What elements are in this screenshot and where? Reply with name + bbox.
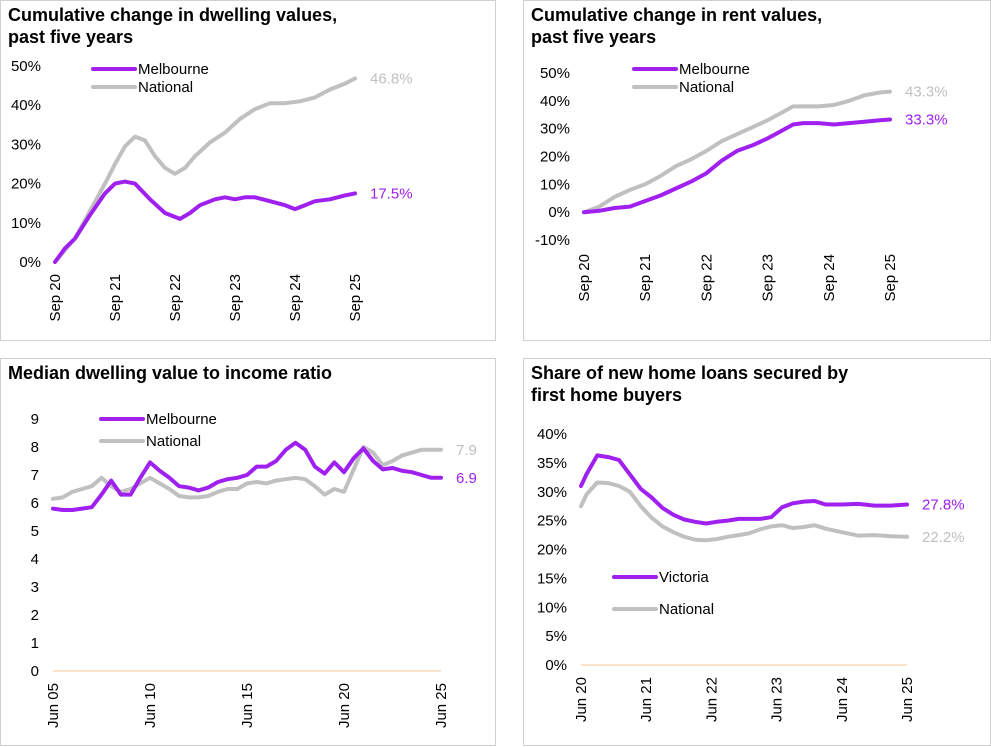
series-line-national [53,76,357,264]
x-tick-label: Sep 22 [698,254,715,302]
x-tick-label: Sep 21 [107,274,124,322]
legend-label: Melbourne [679,61,750,78]
chart-svg: 0 1 2 3 4 5 6 7 8 9 Jun 05 Jun 10 Jun 15 Jun 20 Jun 25… [31,411,477,728]
y-tick-label: 40% [11,97,41,114]
y-tick-label: -10% [535,232,570,249]
y-tick-label: 40% [537,426,567,443]
series-line-national [579,480,909,543]
series-line-melbourne [51,440,443,512]
x-tick-label: Jun 20 [336,683,353,728]
y-tick-label: 5 [31,523,39,540]
y-tick-label: 7 [31,467,39,484]
x-tick-label: Sep 24 [287,274,304,322]
y-tick-label: 40% [540,93,570,110]
end-value-label: 43.3% [905,84,948,101]
x-tick-label: Sep 25 [882,254,899,302]
chart-panel-dwelling: Cumulative change in dwelling values, pa… [0,0,496,341]
chart-panel-ratio: Median dwelling value to income ratio 0 1… [0,358,496,746]
x-tick-label: Sep 24 [821,254,838,302]
y-tick-label: 3 [31,579,39,596]
y-tick-label: 50% [540,65,570,82]
series-line-melbourne [582,117,892,215]
y-tick-label: 5% [545,628,567,645]
chart-svg: -10% 0% 10% 20% 30% 40% 50% Sep 20 Sep 21 Sep 22 S… [535,61,948,302]
legend-label: National [679,79,734,96]
y-tick-label: 20% [11,176,41,193]
y-tick-label: 10% [11,215,41,232]
y-tick-label: 8 [31,439,39,456]
end-value-label: 27.8% [922,496,965,513]
x-tick-label: Jun 20 [573,677,590,722]
x-tick-label: Sep 23 [760,254,777,302]
y-tick-label: 30% [540,121,570,138]
chart-title: Cumulative change in rent values, past f… [531,5,823,47]
y-tick-label: 6 [31,495,39,512]
y-tick-label: 15% [537,570,567,587]
x-tick-label: Jun 15 [239,683,256,728]
chart-svg: 0% 10% 20% 30% 40% 50% Sep 20 Sep 21 Sep 22 Sep 2… [11,58,413,322]
y-tick-label: 0% [548,204,570,221]
y-tick-label: 10% [537,599,567,616]
x-tick-label: Jun 22 [703,677,720,722]
y-tick-label: 9 [31,411,39,428]
x-tick-label: Jun 23 [769,677,786,722]
legend-label: Melbourne [138,61,209,78]
x-tick-label: Jun 21 [638,677,655,722]
y-tick-label: 4 [31,551,39,568]
x-tick-label: Sep 21 [637,254,654,302]
legend-label: National [146,433,201,450]
legend-label: Melbourne [146,411,217,428]
y-tick-label: 20% [537,542,567,559]
y-tick-label: 20% [540,149,570,166]
chart-panel-rent: Cumulative change in rent values, past f… [523,0,991,341]
y-tick-label: 0% [545,657,567,674]
x-tick-label: Sep 22 [167,274,184,322]
x-tick-label: Jun 25 [433,683,450,728]
x-tick-label: Sep 23 [227,274,244,322]
series-line-national [582,89,892,215]
y-tick-label: 25% [537,513,567,530]
y-tick-label: 0% [19,254,41,271]
end-value-label: 46.8% [370,71,413,88]
legend-label: National [138,79,193,96]
series-line-melbourne [53,179,357,264]
chart-title: Median dwelling value to income ratio [8,363,333,383]
y-tick-label: 30% [11,136,41,153]
y-tick-label: 1 [31,635,39,652]
end-value-label: 6.9 [456,470,477,487]
x-tick-label: Jun 24 [834,677,851,722]
end-value-label: 22.2% [922,529,965,546]
legend-label: Victoria [659,569,709,586]
end-value-label: 7.9 [456,442,477,459]
y-tick-label: 2 [31,607,39,624]
chart-panel-loans: Share of new home loans secured by first… [523,358,991,746]
y-tick-label: 30% [537,484,567,501]
legend-label: National [659,601,714,618]
chart-title: Share of new home loans secured by first… [531,363,849,405]
chart-svg: 0% 5% 10% 15% 20% 25% 30% 35% 40% Jun 20 Jun 21 Jun… [537,426,965,722]
y-tick-label: 0 [31,663,39,680]
y-tick-label: 10% [540,176,570,193]
end-value-label: 17.5% [370,185,413,202]
x-tick-label: Sep 25 [347,274,364,322]
y-tick-label: 35% [537,455,567,472]
x-tick-label: Sep 20 [47,274,64,322]
x-tick-label: Jun 25 [899,677,916,722]
series-line-victoria [579,453,909,526]
chart-title: Cumulative change in dwelling values, pa… [8,5,338,47]
y-tick-label: 50% [11,58,41,75]
x-tick-label: Jun 10 [142,683,159,728]
x-tick-label: Jun 05 [45,683,62,728]
end-value-label: 33.3% [905,111,948,128]
x-tick-label: Sep 20 [576,254,593,302]
